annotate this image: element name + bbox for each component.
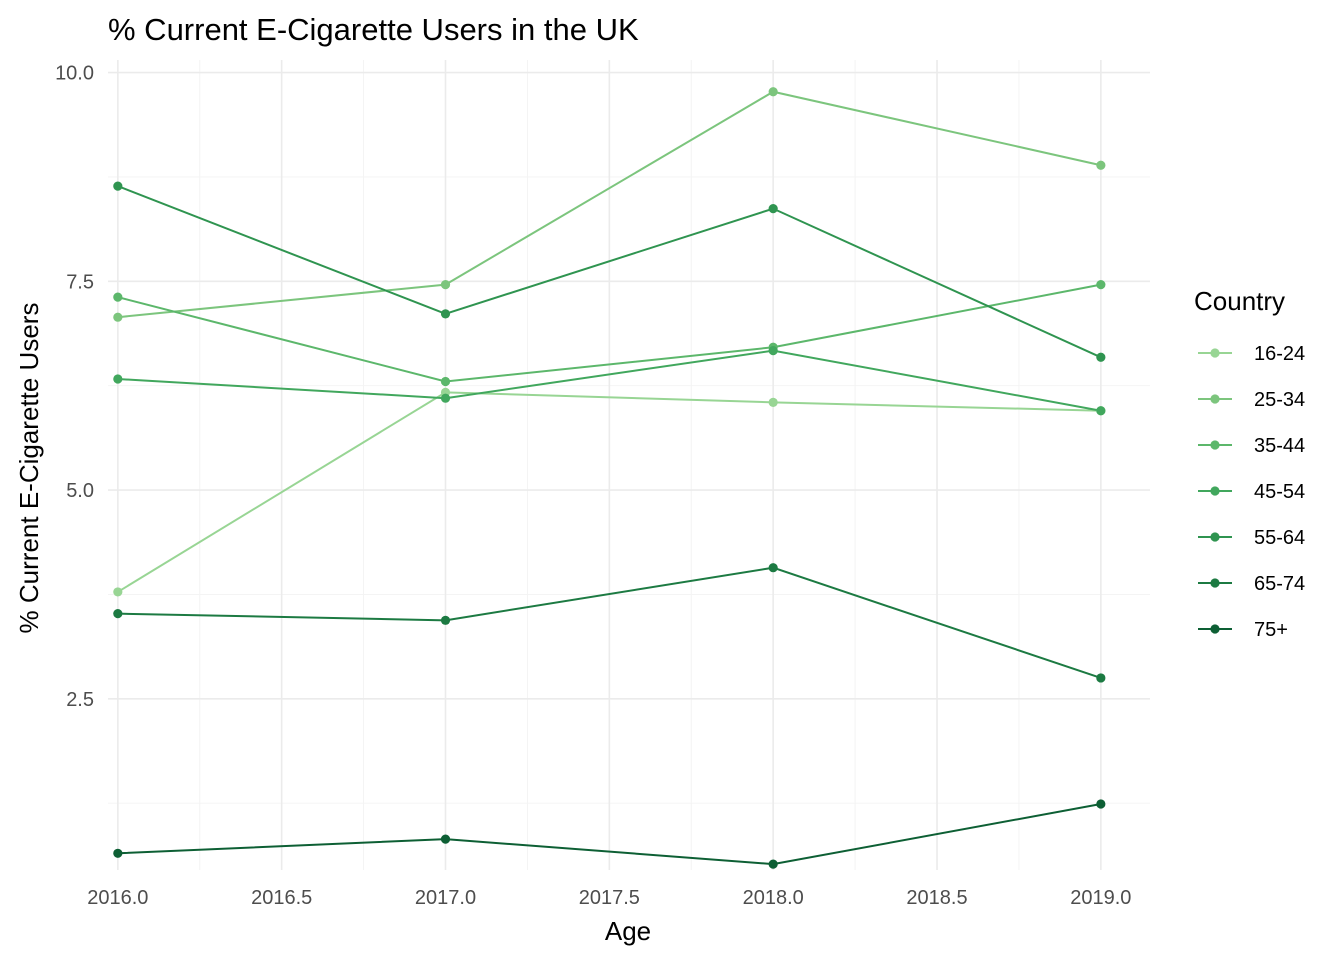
data-point-45-54 xyxy=(1096,406,1106,416)
series-lines xyxy=(117,90,1102,866)
x-tick-label: 2018.5 xyxy=(906,887,967,909)
legend-item-45-54: 45-54 xyxy=(1198,481,1305,503)
x-tick-label: 2017.5 xyxy=(579,887,640,909)
x-tick-label: 2018.0 xyxy=(743,887,804,909)
data-point-55-64 xyxy=(1096,352,1106,362)
legend-label: 75+ xyxy=(1254,619,1288,641)
chart-title: % Current E-Cigarette Users in the UK xyxy=(108,12,639,47)
x-tick-label: 2017.0 xyxy=(415,887,476,909)
legend-items: 16-24 25-34 35-44 45-54 55-64 65-74 75+ xyxy=(1198,343,1305,641)
legend-label: 16-24 xyxy=(1254,343,1305,365)
legend-item-55-64: 55-64 xyxy=(1198,527,1305,549)
series-line-25-34 xyxy=(117,90,1102,319)
legend-item-25-34: 25-34 xyxy=(1198,389,1305,411)
legend-title: Country xyxy=(1194,286,1285,316)
data-point-35-44 xyxy=(1096,280,1106,290)
legend-label: 45-54 xyxy=(1254,481,1305,503)
data-point-25-34 xyxy=(768,87,778,97)
x-axis-title: Age xyxy=(605,916,651,946)
data-point-55-64 xyxy=(440,309,451,319)
x-axis-ticks: 2016.0 2016.5 2017.0 2017.5 2018.0 2018.5 2019… xyxy=(87,887,1131,909)
legend-key-point xyxy=(1210,624,1220,634)
x-tick-label: 2019.0 xyxy=(1070,887,1131,909)
x-tick-label: 2016.5 xyxy=(251,887,312,909)
legend-item-35-44: 35-44 xyxy=(1198,435,1305,457)
legend-item-16-24: 16-24 xyxy=(1198,343,1305,365)
data-point-45-54 xyxy=(113,374,123,384)
legend-label: 35-44 xyxy=(1254,435,1305,457)
y-tick-label: 10.0 xyxy=(55,63,94,85)
y-axis-ticks: 2.5 5.0 7.5 10.0 xyxy=(55,63,94,711)
legend-item-75+: 75+ xyxy=(1198,619,1288,641)
data-point-25-34 xyxy=(1096,160,1106,170)
x-tick-label: 2016.0 xyxy=(87,887,148,909)
y-tick-label: 5.0 xyxy=(66,480,94,502)
data-point-75+ xyxy=(1096,799,1106,809)
legend-label: 65-74 xyxy=(1254,573,1305,595)
data-point-16-24 xyxy=(113,587,123,597)
data-point-65-74 xyxy=(440,615,451,625)
data-point-45-54 xyxy=(768,345,778,356)
legend-label: 25-34 xyxy=(1254,389,1305,411)
data-point-16-24 xyxy=(768,397,778,407)
data-point-75+ xyxy=(768,859,778,869)
data-point-75+ xyxy=(440,834,451,844)
data-point-35-44 xyxy=(440,376,451,387)
series-line-45-54 xyxy=(117,349,1102,412)
y-axis-title: % Current E-Cigarette Users xyxy=(14,303,44,634)
series-line-55-64 xyxy=(117,185,1102,359)
legend: Country 16-24 25-34 35-44 45-54 55-64 65-74 75… xyxy=(1194,286,1305,641)
grid xyxy=(108,60,1150,870)
series-line-75+ xyxy=(117,803,1102,866)
data-point-65-74 xyxy=(768,563,778,573)
legend-key-point xyxy=(1210,394,1220,404)
data-point-75+ xyxy=(113,848,123,858)
series-points xyxy=(113,87,1106,869)
data-point-55-64 xyxy=(768,204,778,214)
data-point-65-74 xyxy=(1096,673,1106,683)
legend-label: 55-64 xyxy=(1254,527,1305,549)
legend-item-65-74: 65-74 xyxy=(1198,573,1305,595)
data-point-25-34 xyxy=(440,280,451,290)
legend-key-point xyxy=(1210,348,1220,358)
series-line-65-74 xyxy=(117,566,1102,679)
legend-key-point xyxy=(1210,486,1220,496)
legend-key-point xyxy=(1210,532,1220,542)
data-point-55-64 xyxy=(113,181,123,191)
series-line-35-44 xyxy=(117,283,1102,383)
y-tick-label: 2.5 xyxy=(66,689,94,711)
data-point-65-74 xyxy=(113,609,123,619)
data-point-45-54 xyxy=(440,393,451,403)
legend-key-point xyxy=(1210,440,1220,450)
legend-key-point xyxy=(1210,578,1220,588)
y-tick-label: 7.5 xyxy=(66,271,94,293)
data-point-25-34 xyxy=(113,312,123,322)
series-line-16-24 xyxy=(117,391,1101,593)
data-point-35-44 xyxy=(113,292,123,302)
